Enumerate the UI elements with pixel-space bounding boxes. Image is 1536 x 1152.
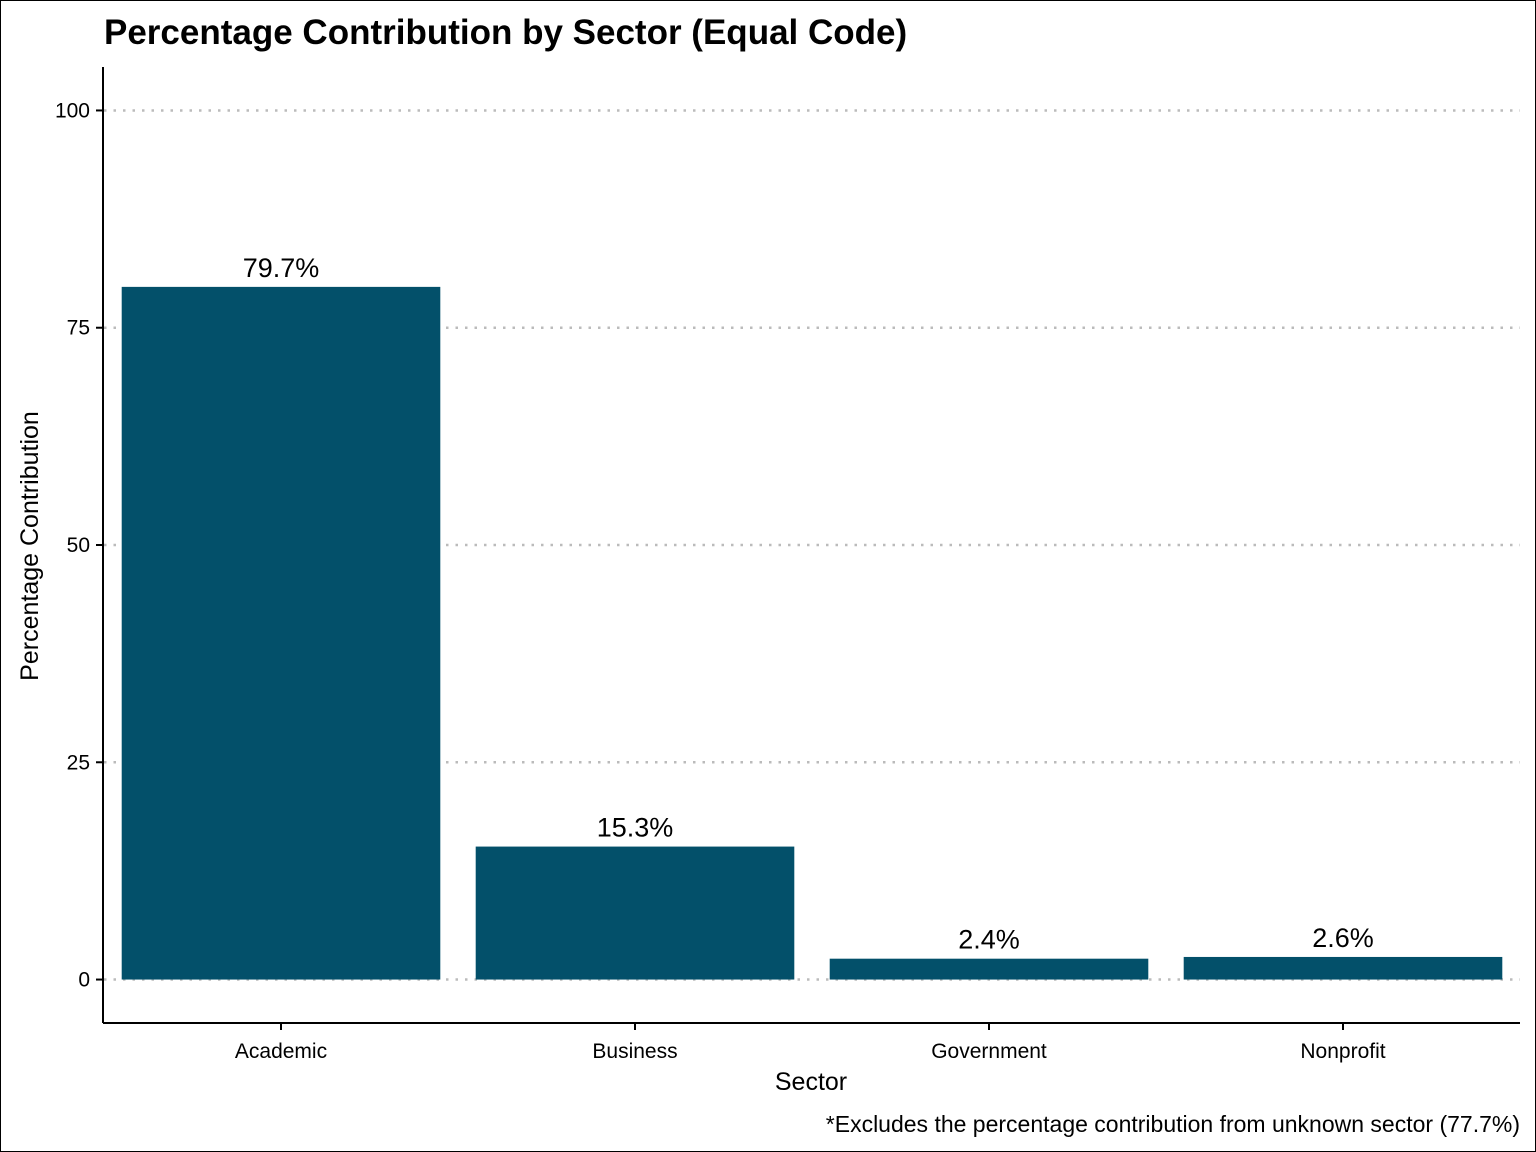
bar-nonprofit <box>1183 956 1503 980</box>
x-tick-label: Government <box>931 1040 1047 1063</box>
x-axis-title: Sector <box>775 1068 847 1096</box>
y-tick-label: 75 <box>67 317 90 340</box>
chart-title: Percentage Contribution by Sector (Equal… <box>104 13 907 52</box>
bar-value-label: 2.4% <box>958 925 1020 955</box>
chart-caption: *Excludes the percentage contribution fr… <box>826 1111 1520 1137</box>
y-tick-label: 50 <box>67 534 90 557</box>
y-tick-label: 100 <box>55 99 90 122</box>
bar-value-label: 2.6% <box>1312 923 1374 953</box>
y-axis-title: Percentage Contribution <box>16 411 44 681</box>
x-tick-label: Business <box>592 1040 677 1063</box>
x-axis-ticks: Academic Business Government Nonprofit <box>235 1023 1386 1063</box>
x-tick-label: Nonprofit <box>1300 1040 1385 1063</box>
bar-value-label: 79.7% <box>243 253 320 283</box>
x-tick-label: Academic <box>235 1040 327 1063</box>
bar-value-labels: 79.7% 15.3% 2.4% 2.6% <box>243 253 1374 955</box>
bar-government <box>829 958 1149 980</box>
bar-academic <box>121 286 441 980</box>
bar-value-label: 15.3% <box>597 813 674 843</box>
y-axis-ticks: 0 25 50 75 100 <box>55 99 103 992</box>
bars <box>121 286 1503 980</box>
y-tick-label: 25 <box>67 751 90 774</box>
bar-business <box>475 846 795 980</box>
y-tick-label: 0 <box>78 969 90 992</box>
